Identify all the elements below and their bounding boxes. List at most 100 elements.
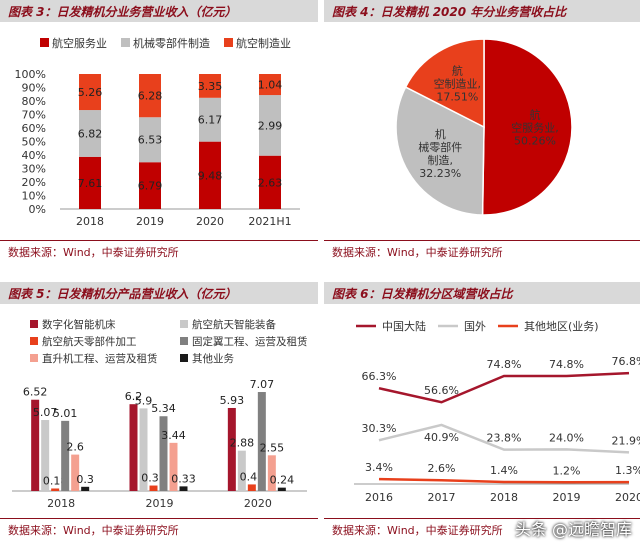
data-label: 2.55: [260, 441, 285, 454]
bar-segment: [79, 156, 101, 209]
y-tick-label: 10%: [22, 190, 46, 203]
data-label: 66.3%: [362, 370, 397, 383]
legend-label: 其他业务: [192, 352, 234, 365]
stacked-bar-chart: 航空服务业 机械零部件制造 航空制造业 0%10%20%30%40%50%60%70%…: [15, 36, 300, 228]
line-chart: 中国大陆 国外 其他地区(业务) 2016 2017 2018 2019 2020 66.3% 5…: [354, 319, 640, 504]
y-tick-label: 70%: [22, 109, 46, 122]
chart-title: 图表 5：日发精机分产品营业收入（亿元）: [8, 287, 237, 301]
legend-swatch: [224, 38, 233, 47]
data-label: 56.6%: [424, 384, 459, 397]
data-label: 3.44: [161, 429, 186, 442]
title-bar: 图表 4：日发精机 2020 年分业务营收占比: [324, 0, 640, 22]
bar: [129, 404, 138, 491]
data-label: 5.34: [151, 402, 176, 415]
data-label: 1.04: [258, 79, 283, 92]
x-tick-label: 2018: [76, 215, 104, 228]
data-label: 76.8%: [612, 355, 640, 368]
data-label: 9.48: [198, 169, 223, 182]
bar: [247, 484, 256, 491]
divider: [324, 518, 640, 519]
legend-label: 航空航天智能装备: [192, 318, 276, 331]
data-label: 3.35: [198, 80, 223, 93]
x-tick-label: 2019: [553, 491, 581, 504]
data-label: 0.33: [171, 472, 196, 485]
data-label: 7.07: [250, 378, 275, 391]
data-label: 6.52: [23, 386, 48, 399]
legend-label: 国外: [464, 320, 486, 333]
bar: [71, 454, 80, 491]
y-tick-label: 80%: [22, 95, 46, 108]
data-label: 2.6%: [428, 462, 456, 475]
data-label: 74.8%: [549, 358, 584, 371]
divider: [0, 240, 318, 241]
data-label: 6.79: [138, 180, 163, 193]
data-label: 30.3%: [362, 422, 397, 435]
data-label: 23.8%: [487, 432, 522, 445]
watermark: 头条 @远瞻智库: [514, 520, 632, 539]
legend-swatch: [30, 337, 38, 345]
data-label: 1.4%: [490, 464, 518, 477]
x-tick-label: 2020: [244, 497, 272, 510]
bar: [237, 450, 246, 491]
slice-label: 17.51%: [436, 90, 478, 103]
data-label: 0.24: [270, 474, 295, 487]
y-tick-label: 40%: [22, 149, 46, 162]
chart-title: 图表 6：日发精机分区域营收占比: [332, 287, 513, 301]
bar: [169, 442, 178, 491]
legend-label: 航空航天零部件加工: [42, 335, 137, 348]
divider: [0, 518, 318, 519]
title-bar: 图表 3：日发精机分业务营业收入（亿元）: [0, 0, 318, 22]
source-note: 数据来源：Wind，中泰证券研究所: [8, 524, 179, 537]
bar-segment: [199, 141, 221, 209]
data-label: 6.2: [125, 390, 143, 403]
y-tick-label: 50%: [22, 136, 46, 149]
bar: [179, 486, 188, 491]
data-label: 1.2%: [553, 464, 581, 477]
bar-segment: [79, 110, 101, 157]
panel-region-share: 图表 6：日发精机分区域营收占比 中国大陆 国外 其他地区(业务) 2016 2017 2…: [324, 282, 640, 546]
legend-label: 机械零部件制造: [133, 36, 210, 50]
data-label: 7.61: [78, 177, 103, 190]
bar: [257, 392, 266, 491]
panel-product-revenue: 图表 5：日发精机分产品营业收入（亿元） 数字化智能机床 航空航天智能装备 航空航天…: [0, 282, 318, 546]
bar-segment: [79, 74, 101, 111]
data-label: 6.53: [138, 134, 163, 147]
slice-label: 空服务业,: [511, 120, 559, 134]
data-label: 5.26: [78, 86, 103, 99]
bar-segment: [139, 117, 161, 163]
bar: [51, 488, 60, 491]
bar-segment: [199, 97, 221, 142]
legend-label: 其他地区(业务): [524, 320, 599, 333]
legend-swatch: [30, 320, 38, 328]
bar-segment: [259, 95, 281, 156]
bar: [139, 408, 148, 491]
bar-segment: [259, 74, 281, 96]
y-tick-label: 90%: [22, 82, 46, 95]
bar: [61, 420, 70, 491]
data-label: 0.3: [76, 473, 94, 486]
slice-label: 制造,: [428, 153, 454, 167]
bar: [41, 420, 50, 491]
legend-swatch: [40, 38, 49, 47]
legend-label: 航空制造业: [236, 36, 291, 50]
legend-label: 中国大陆: [382, 319, 426, 333]
chart-title: 图表 4：日发精机 2020 年分业务营收占比: [332, 5, 567, 19]
x-tick-label: 2020: [615, 491, 640, 504]
panel-business-revenue: 图表 3：日发精机分业务营业收入（亿元） 航空服务业 机械零部件制造 航空制造业 0%…: [0, 0, 318, 268]
title-bar: 图表 6：日发精机分区域营收占比: [324, 282, 640, 304]
pie-slice: [404, 38, 485, 129]
legend-label: 固定翼工程、运营及租赁: [192, 335, 308, 348]
divider: [324, 240, 640, 241]
legend-label: 直升机工程、运营及租赁: [42, 352, 158, 365]
legend-swatch: [121, 38, 130, 47]
slice-label: 32.23%: [419, 167, 461, 180]
legend-swatch: [30, 354, 38, 362]
legend-swatch: [180, 337, 188, 345]
data-label: 1.3%: [615, 464, 640, 477]
x-tick-label: 2019: [136, 215, 164, 228]
bar: [277, 487, 286, 491]
bar-segment: [139, 162, 161, 209]
data-label: 5.9: [135, 394, 153, 407]
data-label: 5.07: [33, 406, 58, 419]
slice-label: 机: [435, 127, 446, 141]
